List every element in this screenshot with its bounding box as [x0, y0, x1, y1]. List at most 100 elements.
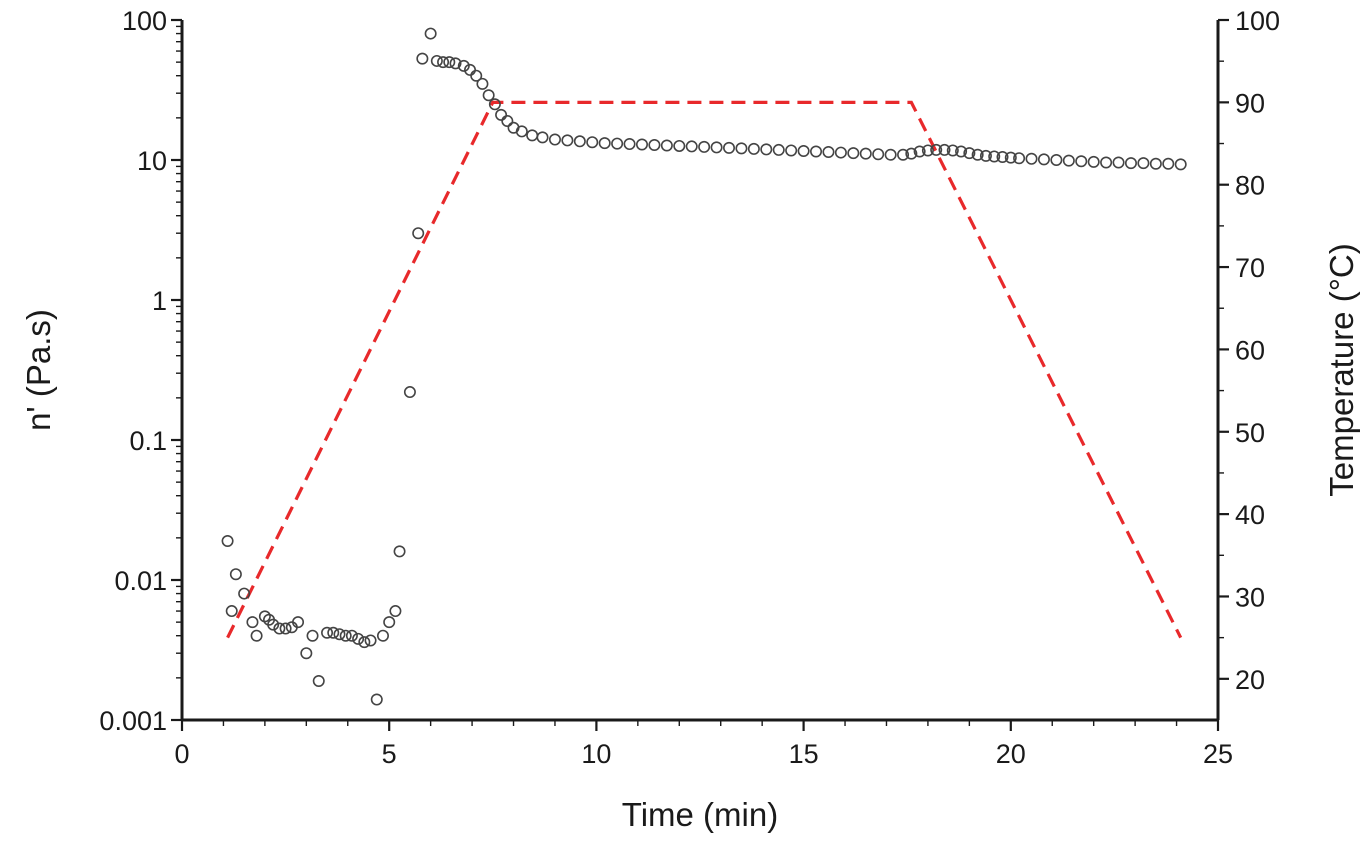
viscosity-point: [333, 628, 346, 641]
viscosity-point: [884, 148, 897, 161]
axis-labels: Time (min) n' (Pa.s) Temperature (°C): [20, 243, 1360, 833]
viscosity-point: [416, 52, 429, 65]
viscosity-point: [221, 534, 234, 547]
y-tick-label: 0.001: [99, 706, 167, 736]
temperature-series: [226, 100, 1183, 639]
viscosity-point: [660, 139, 673, 152]
viscosity-series: [221, 27, 1187, 706]
viscosity-point: [963, 147, 976, 160]
viscosity-point: [327, 626, 340, 639]
y-tick-label: 10: [137, 146, 167, 176]
y2-tick-label: 100: [1235, 6, 1280, 36]
viscosity-point: [358, 636, 371, 649]
viscosity-point: [623, 138, 636, 151]
viscosity-point: [403, 386, 416, 399]
viscosity-point: [913, 145, 926, 158]
viscosity-point: [955, 145, 968, 158]
viscosity-point: [1013, 152, 1026, 165]
viscosity-point: [760, 143, 773, 156]
x-tick-label: 25: [1203, 739, 1233, 769]
viscosity-point: [495, 108, 508, 121]
y-tick-label: 1: [152, 286, 167, 316]
viscosity-point: [979, 149, 992, 162]
viscosity-point: [389, 605, 402, 618]
viscosity-point: [1087, 155, 1100, 168]
viscosity-point: [312, 674, 325, 687]
viscosity-point: [698, 140, 711, 153]
viscosity-point: [872, 148, 885, 161]
viscosity-point: [238, 587, 251, 600]
viscosity-point: [430, 54, 443, 67]
viscosity-point: [352, 632, 365, 645]
viscosity-point: [488, 98, 501, 111]
viscosity-point: [859, 147, 872, 160]
viscosity-point: [424, 27, 437, 40]
viscosity-point: [946, 144, 959, 157]
y-axis-label: n' (Pa.s): [20, 309, 57, 431]
y2-tick-label: 40: [1235, 500, 1265, 530]
viscosity-point: [476, 77, 489, 90]
viscosity-point: [834, 146, 847, 159]
temperature-line: [226, 100, 1183, 639]
viscosity-point: [376, 629, 389, 642]
viscosity-point: [457, 59, 470, 72]
viscosity-point: [449, 57, 462, 70]
viscosity-point: [685, 140, 698, 153]
x-axis-label: Time (min): [622, 796, 778, 833]
viscosity-point: [1124, 157, 1137, 170]
viscosity-point: [598, 137, 611, 150]
viscosity-point: [321, 626, 334, 639]
viscosity-point: [611, 137, 624, 150]
viscosity-point: [971, 148, 984, 161]
x-tick-label: 5: [382, 739, 397, 769]
viscosity-point: [246, 616, 259, 629]
viscosity-point: [797, 144, 810, 157]
viscosity-point: [996, 151, 1009, 164]
viscosity-point: [847, 147, 860, 160]
y-tick-label: 0.01: [114, 566, 167, 596]
viscosity-point: [635, 138, 648, 151]
viscosity-point: [526, 129, 539, 142]
y2-tick-label: 30: [1235, 582, 1265, 612]
viscosity-point: [897, 148, 910, 161]
viscosity-point: [1100, 156, 1113, 169]
viscosity-point: [339, 629, 352, 642]
viscosity-point: [1162, 157, 1175, 170]
x-tick-label: 10: [581, 739, 611, 769]
y2-tick-label: 20: [1235, 665, 1265, 695]
viscosity-point: [772, 143, 785, 156]
axes: 0 5 10 15 20 25 0.001 0.01 0.1 1 10 100 20 30 40 50 60 70…: [99, 6, 1280, 769]
viscosity-point: [1050, 154, 1063, 167]
viscosity-point: [586, 136, 599, 149]
y-tick-label: 0.1: [129, 426, 167, 456]
viscosity-point: [735, 142, 748, 155]
viscosity-point: [1062, 154, 1075, 167]
viscosity-point: [938, 143, 951, 156]
viscosity-point: [1112, 156, 1125, 169]
x-tick-label: 0: [174, 739, 189, 769]
viscosity-point: [267, 618, 280, 631]
y2-tick-label: 60: [1235, 335, 1265, 365]
y2-axis-label: Temperature (°C): [1323, 243, 1360, 496]
y2-tick-label: 70: [1235, 253, 1265, 283]
viscosity-point: [279, 622, 292, 635]
viscosity-point: [723, 141, 736, 154]
viscosity-point: [1037, 153, 1050, 166]
viscosity-point: [300, 647, 313, 660]
viscosity-point: [273, 622, 286, 635]
viscosity-point: [548, 133, 561, 146]
viscosity-point: [747, 142, 760, 155]
viscosity-point: [225, 605, 238, 618]
viscosity-point: [345, 629, 358, 642]
y2-tick-label: 90: [1235, 88, 1265, 118]
viscosity-point: [393, 545, 406, 558]
viscosity-point: [370, 693, 383, 706]
viscosity-point: [561, 134, 574, 147]
viscosity-point: [1004, 151, 1017, 164]
viscosity-point: [250, 629, 263, 642]
viscosity-point: [482, 89, 495, 102]
x-tick-label: 20: [996, 739, 1026, 769]
viscosity-point: [443, 56, 456, 69]
viscosity-point: [573, 135, 586, 148]
